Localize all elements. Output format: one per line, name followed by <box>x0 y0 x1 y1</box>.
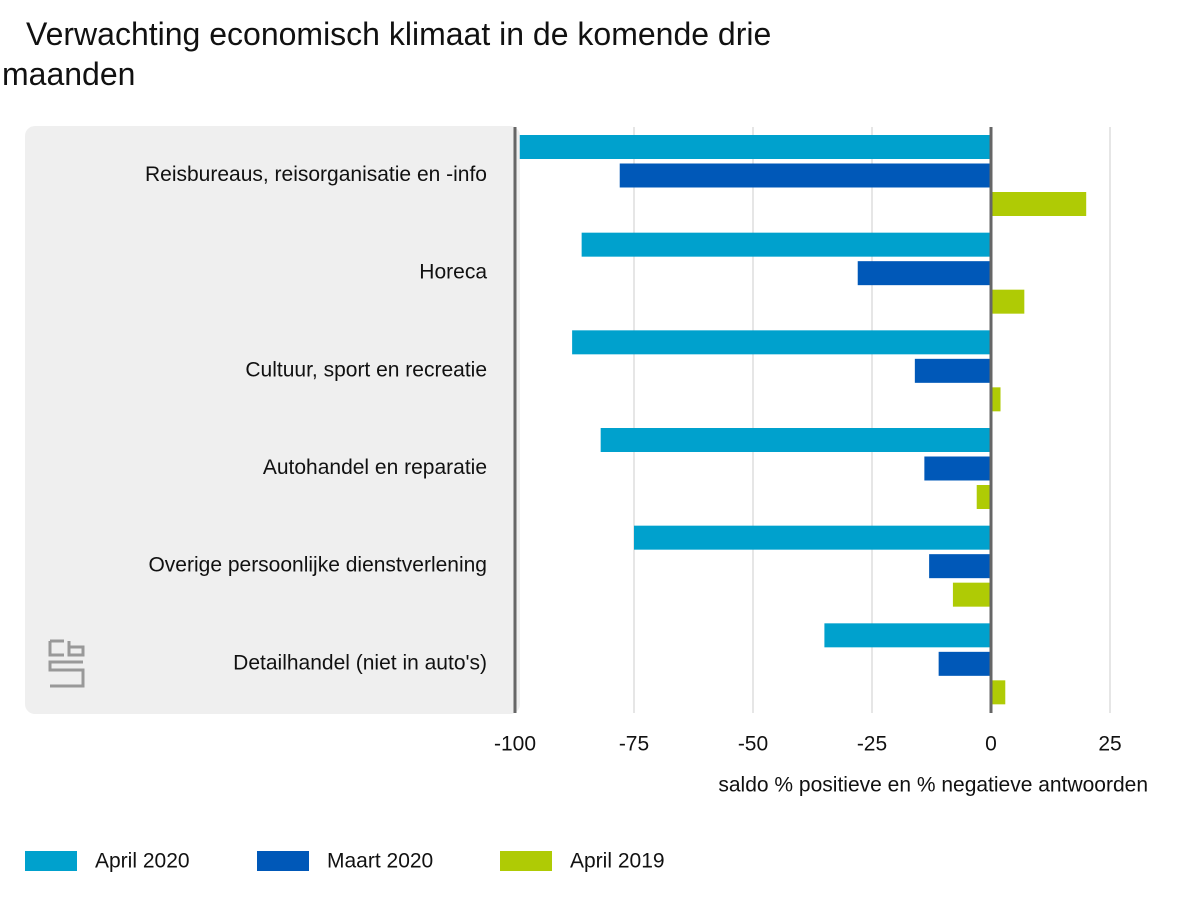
chart-title: Verwachting economisch klimaat in de kom… <box>2 16 772 92</box>
bar <box>519 135 991 159</box>
bar <box>634 525 991 550</box>
bar <box>857 261 991 286</box>
y-tick-label: Detailhandel (niet in auto's) <box>233 651 487 674</box>
bar <box>581 232 991 257</box>
x-axis-label: saldo % positieve en % negatieve antwoor… <box>718 774 1148 797</box>
cbs-logo <box>48 639 85 688</box>
bar <box>824 623 991 648</box>
y-tick-label: Reisbureaus, reisorganisatie en -info <box>145 163 487 186</box>
legend-label: Maart 2020 <box>327 850 433 873</box>
x-tick-label: -25 <box>857 733 887 756</box>
legend-label: April 2020 <box>95 850 190 873</box>
bar <box>924 456 991 481</box>
bar <box>991 192 1087 216</box>
bar <box>929 554 991 579</box>
bar <box>619 163 991 188</box>
y-tick-label: Horeca <box>419 261 487 284</box>
bar <box>914 358 991 383</box>
x-tick-label: 25 <box>1098 733 1121 756</box>
label-panel <box>25 126 520 714</box>
legend-swatch <box>500 851 552 871</box>
legend-label: April 2019 <box>570 850 665 873</box>
legend-swatch <box>257 851 309 871</box>
bar <box>991 387 1001 412</box>
bar <box>952 582 991 607</box>
y-tick-label: Cultuur, sport en recreatie <box>245 358 487 381</box>
bar <box>572 330 991 355</box>
x-tick-label: -75 <box>619 733 649 756</box>
bar <box>991 680 1006 705</box>
y-tick-label: Overige persoonlijke dienstverlening <box>148 554 487 577</box>
legend-swatch <box>25 851 77 871</box>
x-tick-label: 0 <box>985 733 997 756</box>
bar <box>938 651 991 676</box>
x-tick-label: -50 <box>738 733 768 756</box>
bar <box>991 289 1025 314</box>
y-tick-label: Autohandel en reparatie <box>263 456 487 479</box>
bar <box>600 428 991 452</box>
bar <box>976 485 991 509</box>
x-tick-label: -100 <box>494 733 536 756</box>
